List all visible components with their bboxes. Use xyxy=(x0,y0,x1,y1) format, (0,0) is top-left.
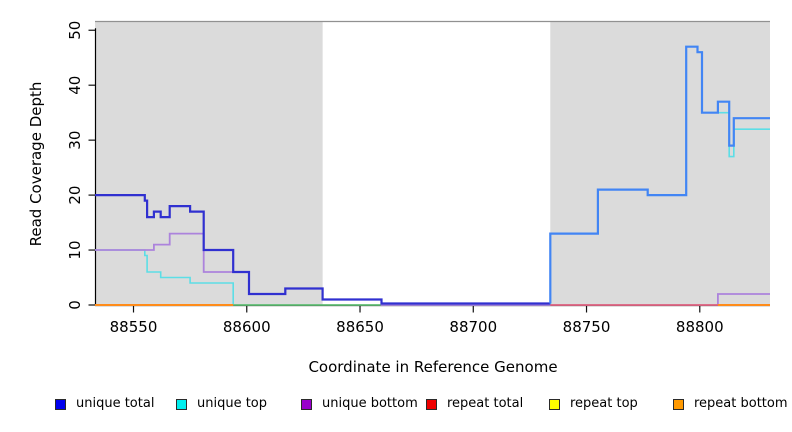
x-tick-label: 88800 xyxy=(676,318,724,336)
y-tick-label: 50 xyxy=(66,21,84,40)
x-tick-label: 88750 xyxy=(563,318,611,336)
y-axis-title: Read Coverage Depth xyxy=(27,81,45,247)
x-tick-label: 88600 xyxy=(223,318,271,336)
x-tick-label: 88650 xyxy=(336,318,384,336)
y-tick-label: 40 xyxy=(66,76,84,95)
x-axis-title: Coordinate in Reference Genome xyxy=(308,358,558,376)
x-tick-label: 88700 xyxy=(449,318,497,336)
masked-region xyxy=(95,22,323,305)
x-tick-label: 88550 xyxy=(110,318,158,336)
masked-region xyxy=(550,22,770,305)
y-tick-label: 10 xyxy=(66,241,84,260)
y-tick-label: 20 xyxy=(66,186,84,205)
series-line-unique-total xyxy=(549,45,770,304)
y-tick-label: 0 xyxy=(66,300,84,310)
y-tick-label: 30 xyxy=(66,131,84,150)
series-line-unique-total xyxy=(95,194,551,305)
